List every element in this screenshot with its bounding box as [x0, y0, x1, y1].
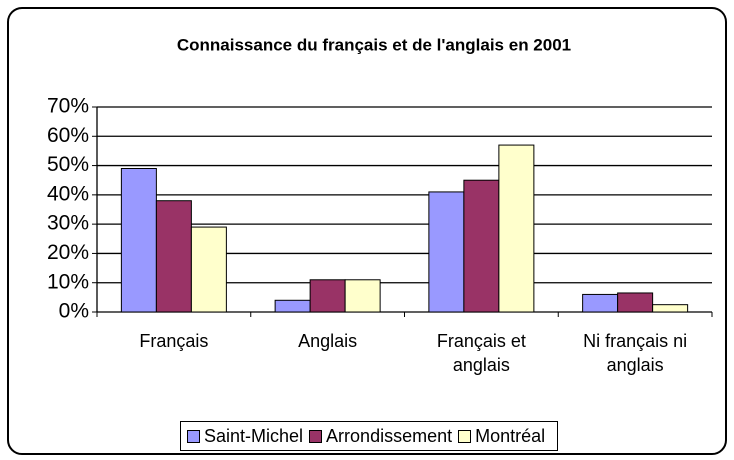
bar: [617, 292, 654, 313]
bar: [274, 299, 311, 313]
x-tick-label: Français: [139, 331, 209, 351]
bar: [120, 168, 157, 313]
bar: [582, 293, 619, 313]
legend-item: Saint-Michel: [187, 426, 303, 447]
y-tick-label: 30%: [47, 212, 89, 235]
x-tick-label: Ni français ni anglais: [583, 331, 688, 375]
bar: [463, 179, 500, 313]
y-tick-label: 0%: [59, 300, 89, 323]
bar: [652, 304, 689, 313]
bar: [190, 226, 227, 313]
legend-label: Arrondissement: [326, 425, 453, 446]
x-tick-label: Français et anglais: [436, 331, 526, 375]
bar: [344, 279, 381, 313]
y-tick-label: 70%: [47, 95, 89, 118]
legend-item: Montréal: [458, 426, 545, 447]
y-tick-label: 40%: [47, 182, 89, 205]
legend-item: Arrondissement: [309, 426, 452, 447]
x-tick-label: Anglais: [298, 331, 358, 351]
legend-swatch: [309, 429, 323, 443]
bar: [498, 144, 535, 313]
legend-label: Montréal: [475, 425, 546, 446]
bar: [155, 200, 192, 313]
bar: [428, 191, 465, 313]
legend-swatch: [458, 429, 472, 443]
y-tick-label: 10%: [47, 270, 89, 293]
y-tick-label: 50%: [47, 153, 89, 176]
legend: Saint-Michel Arrondissement Montréal: [180, 421, 559, 451]
bar: [309, 279, 346, 313]
chart-title: Connaissance du français et de l'anglais…: [177, 35, 571, 54]
y-tick-label: 60%: [47, 124, 89, 147]
y-tick-label: 20%: [47, 241, 89, 264]
legend-swatch: [187, 429, 200, 443]
chart-frame: [7, 7, 727, 455]
legend-label: Saint-Michel: [204, 425, 304, 446]
